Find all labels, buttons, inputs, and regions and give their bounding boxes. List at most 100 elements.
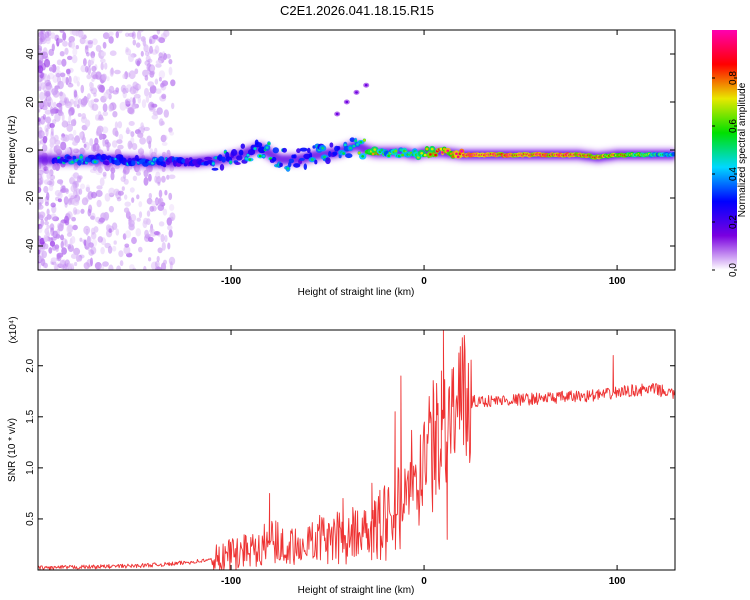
noise-speck [88,242,94,248]
noise-speck [149,65,155,72]
noise-speck [128,142,134,148]
noise-speck [132,97,136,106]
noise-speck [143,177,149,186]
noise-speck [116,139,123,145]
noise-speck [146,210,151,217]
noise-speck [47,30,52,37]
noise-speck [122,169,127,175]
ridge-blob [236,155,243,161]
noise-speck [93,226,99,233]
ridge-blob [298,157,305,161]
noise-speck [65,68,71,75]
noise-speck [72,224,78,231]
noise-speck [90,191,97,199]
ridge-core [429,153,432,156]
colorbar-tick-label: 0.6 [728,119,739,133]
noise-speck [38,45,43,52]
noise-speck [118,250,124,258]
ridge-core [451,155,455,158]
noise-speck [64,239,68,248]
noise-speck [38,117,41,122]
noise-speck [68,36,75,43]
noise-speck [62,40,68,47]
noise-speck [123,165,130,175]
noise-speck [129,264,135,270]
noise-speck [88,249,94,256]
noise-speck [143,169,149,178]
noise-speck [84,39,89,45]
noise-speck [38,86,42,91]
noise-speck [98,217,105,223]
snr-xlabel: Height of straight line (km) [298,585,415,596]
noise-speck [66,120,71,126]
colorbar: 0.0 0.2 0.4 0.6 0.8 Normalized spectral ampl… [712,30,748,277]
noise-speck [161,242,166,251]
noise-speck [149,107,156,112]
noise-speck [121,186,125,191]
ridge-core [361,155,365,158]
noise-speck [124,98,131,105]
noise-speck [61,75,67,84]
noise-speck [160,82,165,88]
noise-speck [50,108,57,114]
noise-speck [59,72,66,78]
noise-speck [123,173,127,180]
colorbar-ticks: 0.0 0.2 0.4 0.6 0.8 [712,71,739,277]
noise-speck [149,45,153,54]
noise-speck [91,55,95,64]
noise-speck [161,93,167,100]
ridge-core [363,138,366,142]
noise-speck [160,233,165,243]
noise-speck [64,47,69,55]
noise-speck [122,89,127,99]
noise-speck [56,66,60,71]
noise-speck [53,145,61,153]
ridge-core [394,149,398,153]
noise-speck [83,143,87,148]
noise-speck [87,93,91,100]
noise-speck [110,67,114,75]
noise-speck [132,85,139,94]
noise-speck [155,88,162,94]
noise-speck [155,36,162,41]
noise-speck [136,217,141,222]
noise-speck [44,262,48,269]
ridge-core [310,158,314,161]
noise-speck [119,260,124,267]
noise-speck [148,192,152,199]
noise-speck [151,49,158,55]
noise-speck [119,101,127,111]
ridge-blob [188,157,193,161]
noise-speck [74,197,80,204]
ridge-blob [234,162,241,165]
noise-speck [154,78,159,85]
noise-speck [166,174,170,180]
noise-speck [57,192,63,199]
noise-speck [151,114,159,120]
noise-speck [46,214,52,220]
noise-speck [45,86,52,91]
ridge-core [258,154,262,158]
snr-ticks: -100 0 100 0.5 1.0 1.5 2.0 [25,330,675,587]
noise-speck [125,48,132,56]
noise-speck [100,85,105,94]
noise-speck [100,246,105,255]
noise-speck [132,267,137,270]
noise-speck [158,77,162,82]
noise-speck [122,73,127,80]
noise-speck [60,136,68,142]
noise-speck [142,69,149,78]
ridge-blob [336,146,341,150]
noise-speck [147,58,153,63]
noise-speck [50,228,54,233]
noise-speck [104,193,111,202]
ridge-blob [338,154,342,159]
ridge-blob [217,154,223,162]
noise-speck [99,177,105,187]
noise-speck [50,32,56,39]
noise-speck [100,62,104,71]
noise-speck [68,262,72,270]
snr-ylabel: SNR (10 * v/v) [7,418,18,482]
noise-speck [54,113,61,122]
noise-speck [80,84,85,94]
